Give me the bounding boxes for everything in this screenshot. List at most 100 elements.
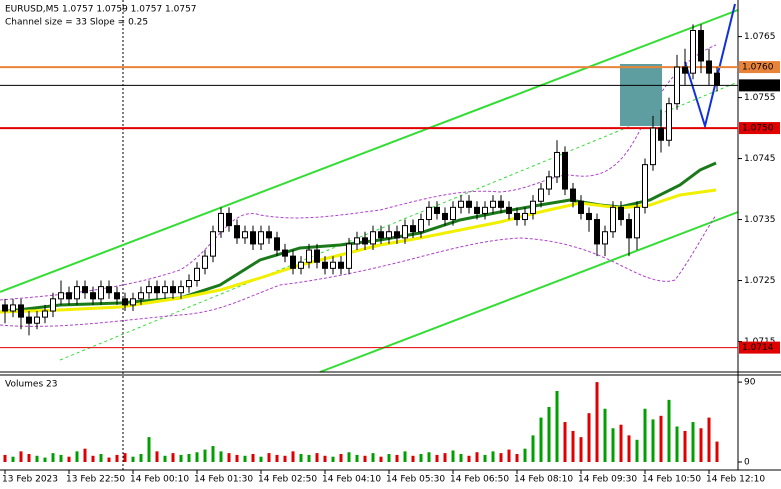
candle-body bbox=[378, 231, 384, 239]
price-level-label: 1.0714 bbox=[742, 343, 774, 353]
volume-bar bbox=[371, 453, 375, 462]
volume-bar bbox=[3, 454, 7, 462]
volume-bar bbox=[307, 454, 311, 462]
volume-bar bbox=[339, 454, 343, 462]
x-tick-label: 14 Feb 08:10 bbox=[514, 475, 573, 485]
candle-body bbox=[138, 292, 144, 300]
channel-upper bbox=[0, 9, 739, 293]
x-tick-label: 13 Feb 2023 bbox=[2, 475, 58, 485]
volume-bar bbox=[91, 455, 95, 462]
candle-body bbox=[490, 200, 496, 208]
candle-body bbox=[234, 225, 240, 239]
candle-body bbox=[498, 200, 504, 208]
candle-body bbox=[386, 231, 392, 239]
volume-bar bbox=[347, 452, 351, 462]
x-tick-label: 14 Feb 04:10 bbox=[322, 475, 381, 485]
volume-bar bbox=[123, 453, 127, 462]
y-tick-label: 90 bbox=[744, 378, 756, 388]
candle-body bbox=[442, 212, 448, 221]
volume-bar bbox=[395, 454, 399, 462]
volume-bar bbox=[75, 451, 79, 462]
candle-body bbox=[610, 206, 616, 233]
candle-body bbox=[66, 292, 72, 300]
candle-body bbox=[274, 237, 280, 251]
x-tick-label: 14 Feb 02:50 bbox=[258, 475, 317, 485]
volume-bar bbox=[363, 455, 367, 462]
volume-bar bbox=[291, 451, 295, 462]
candle-body bbox=[474, 206, 480, 214]
candle-body bbox=[122, 298, 128, 306]
candle-body bbox=[258, 231, 264, 245]
candle-body bbox=[2, 304, 8, 312]
candle-body bbox=[266, 231, 272, 239]
volume-bar bbox=[219, 451, 223, 462]
candle-body bbox=[650, 127, 656, 166]
volume-bar bbox=[627, 435, 631, 462]
candle-body bbox=[626, 219, 632, 239]
candle-body bbox=[114, 292, 120, 300]
candle-body bbox=[146, 286, 152, 294]
volume-bar bbox=[467, 455, 471, 462]
volume-bar bbox=[355, 454, 359, 462]
volume-bar bbox=[267, 453, 271, 462]
volume-bar bbox=[163, 455, 167, 462]
volume-bar bbox=[491, 451, 495, 462]
volume-bar bbox=[643, 408, 647, 462]
candle-body bbox=[402, 225, 408, 239]
volume-bar bbox=[259, 456, 263, 462]
candle-body bbox=[250, 231, 256, 245]
volume-bar bbox=[195, 452, 199, 462]
volume-bar bbox=[155, 451, 159, 462]
volume-bar bbox=[299, 454, 303, 462]
volume-bar bbox=[571, 430, 575, 462]
candle-body bbox=[178, 286, 184, 294]
candle-body bbox=[506, 206, 512, 214]
y-tick-label: 0 bbox=[744, 458, 750, 468]
candle-body bbox=[546, 176, 552, 190]
volume-bar bbox=[459, 454, 463, 462]
volume-bar bbox=[515, 454, 519, 462]
price-level-label: 1.0760 bbox=[742, 63, 774, 73]
candle-body bbox=[698, 29, 704, 62]
chart-title: EURUSD,M5 1.0757 1.0759 1.0757 1.0757 bbox=[5, 5, 197, 15]
volume-bar bbox=[139, 454, 143, 462]
candle-body bbox=[306, 249, 312, 263]
candle-body bbox=[602, 231, 608, 245]
price-level-tag bbox=[739, 61, 780, 74]
volume-bar bbox=[187, 454, 191, 462]
candle-body bbox=[370, 231, 376, 245]
candle-body bbox=[218, 212, 224, 233]
volume-bar bbox=[595, 382, 599, 462]
volume-bar bbox=[283, 455, 287, 462]
overlays bbox=[0, 0, 781, 471]
volume-bar bbox=[211, 446, 215, 462]
volume-bar bbox=[243, 455, 247, 462]
volume-bar bbox=[619, 424, 623, 462]
candle-body bbox=[154, 286, 160, 294]
volume-bar bbox=[715, 441, 719, 462]
volume-bar bbox=[67, 456, 71, 462]
volume-bar bbox=[659, 415, 663, 462]
volume-bar bbox=[323, 455, 327, 462]
volume-bar bbox=[35, 455, 39, 462]
candle-body bbox=[522, 212, 528, 221]
volume-bar bbox=[83, 448, 87, 462]
volume-bar bbox=[411, 455, 415, 462]
candle-body bbox=[642, 164, 648, 208]
candle-body bbox=[194, 267, 200, 282]
volume-bar bbox=[315, 453, 319, 462]
candle-body bbox=[330, 261, 336, 269]
volume-bar bbox=[667, 399, 671, 462]
candle-body bbox=[682, 66, 688, 74]
candle-body bbox=[482, 206, 488, 214]
volume-bar bbox=[451, 450, 455, 462]
volume-bar bbox=[251, 454, 255, 462]
volume-bar bbox=[227, 453, 231, 462]
volume-bar bbox=[707, 417, 711, 462]
volume-bar bbox=[419, 454, 423, 462]
x-tick-label: 14 Feb 12:10 bbox=[706, 475, 765, 485]
volume-bar bbox=[107, 457, 111, 462]
volume-bar bbox=[179, 454, 183, 462]
volume-bar bbox=[27, 454, 31, 462]
volume-bar bbox=[675, 426, 679, 462]
